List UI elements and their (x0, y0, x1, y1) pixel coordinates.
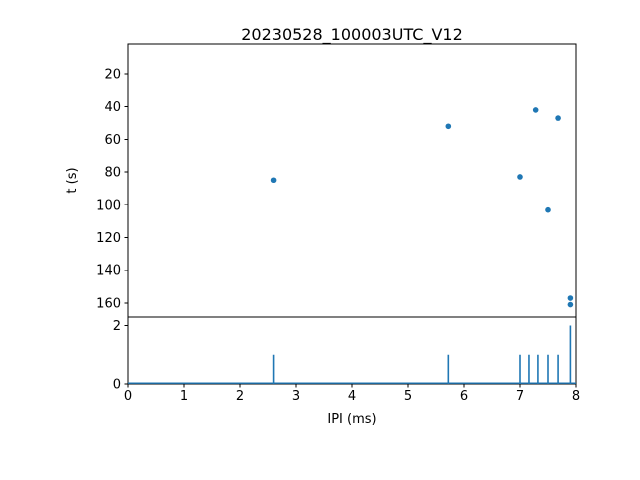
scatter-point (270, 177, 277, 184)
y-tick-label: 80 (104, 166, 121, 181)
y-tick-label: 100 (96, 198, 121, 213)
x-axis-label: IPI (ms) (327, 412, 376, 427)
scatter-point (567, 301, 574, 308)
histogram-axes-frame (127, 316, 577, 385)
scatter-point (545, 206, 551, 213)
scatter-point (555, 115, 561, 121)
y-tick-label: 140 (96, 264, 121, 279)
y-tick-label: 40 (104, 100, 121, 115)
y-tick-label: 2 (113, 319, 121, 334)
x-tick-label: 8 (572, 389, 580, 404)
histogram-y-ticks: 02 (113, 319, 128, 393)
x-tick-label: 3 (292, 389, 300, 404)
scatter-axes-frame (127, 43, 577, 318)
x-tick-label: 7 (516, 389, 524, 404)
x-tick-label: 5 (404, 389, 412, 404)
scatter-axes: 20 40 60 80 100 120 140 160 (96, 43, 577, 318)
x-tick-label: 1 (180, 389, 188, 404)
y-tick-label: 20 (104, 67, 121, 82)
chart-title: 20230528_100003UTC_V12 (241, 25, 463, 45)
x-ticks: 0 1 2 3 4 5 6 7 8 (124, 384, 580, 404)
x-tick-label: 4 (348, 389, 356, 404)
histogram-spikes (128, 325, 576, 384)
scatter-point (532, 107, 539, 113)
scatter-point (567, 295, 574, 301)
x-tick-label: 2 (236, 389, 244, 404)
scatter-y-ticks: 20 40 60 80 100 120 140 160 (96, 67, 128, 311)
scatter-point (517, 174, 523, 180)
x-tick-label: 6 (460, 389, 468, 404)
y-tick-label: 0 (113, 378, 121, 393)
scatter-point (445, 123, 452, 130)
y-tick-label: 160 (96, 296, 121, 311)
scatter-points (270, 107, 574, 308)
x-tick-label: 0 (124, 389, 132, 404)
y-tick-label: 120 (96, 231, 121, 246)
y-tick-label: 60 (104, 133, 121, 148)
y-axis-label: t (s) (65, 167, 80, 193)
